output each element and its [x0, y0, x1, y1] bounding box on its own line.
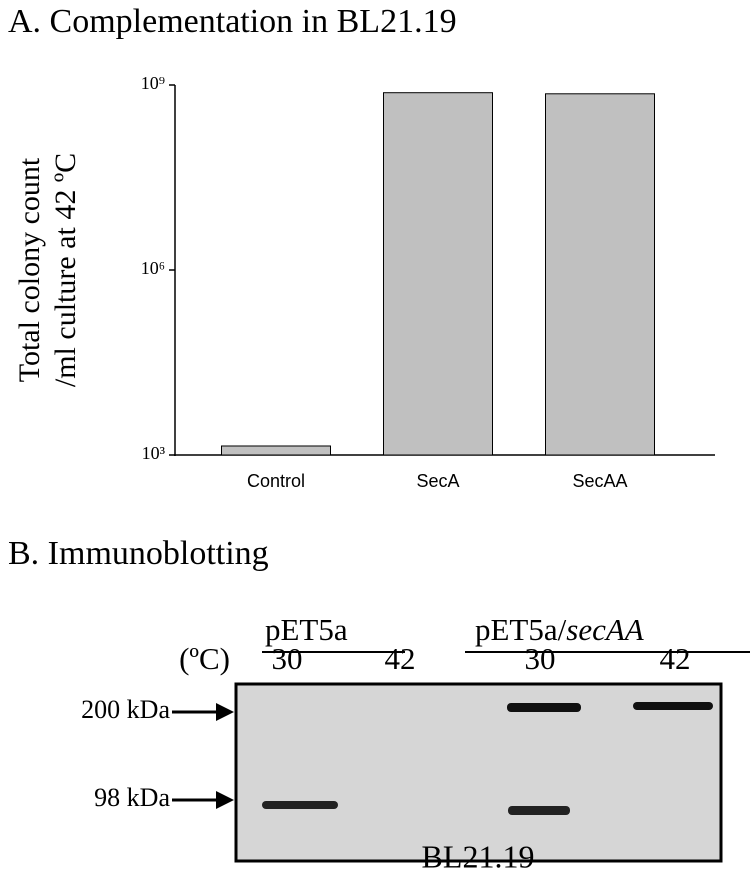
- y-tick-label: 10³: [142, 443, 166, 463]
- lane-label: 30: [525, 641, 556, 676]
- group-label: pET5a: [265, 612, 348, 647]
- bar: [221, 445, 331, 456]
- y-axis-label: /ml culture at 42 ºC: [49, 153, 82, 387]
- band: [507, 703, 581, 712]
- group-label: pET5a/secAA: [475, 612, 645, 647]
- marker-arrowhead: [216, 703, 234, 721]
- bar: [545, 93, 655, 456]
- group-label-part: pET5a/: [475, 612, 567, 647]
- blot-title: B. Immunoblotting: [8, 535, 269, 572]
- y-axis-label: Total colony count: [13, 157, 46, 382]
- lane-label: 42: [660, 641, 691, 676]
- bar: [383, 92, 493, 456]
- marker-label: 200 kDa: [81, 695, 170, 724]
- x-tick-label: SecA: [416, 471, 459, 491]
- lane-label: 42: [385, 641, 416, 676]
- y-tick-label: 10⁹: [141, 73, 165, 93]
- strain-label: BL21.19: [422, 838, 535, 874]
- lane-label: 30: [272, 641, 303, 676]
- x-tick-label: SecAA: [572, 471, 627, 491]
- marker-label: 98 kDa: [94, 783, 170, 812]
- band: [633, 702, 713, 710]
- y-tick-label: 10⁶: [141, 258, 165, 278]
- group-label-part: secAA: [566, 612, 645, 647]
- chart-title: A. Complementation in BL21.19: [8, 3, 457, 40]
- temp-label: (ºC): [179, 641, 230, 676]
- band: [262, 801, 338, 809]
- x-tick-label: Control: [247, 471, 305, 491]
- marker-arrowhead: [216, 791, 234, 809]
- blot-membrane: [234, 682, 723, 863]
- band: [508, 806, 570, 815]
